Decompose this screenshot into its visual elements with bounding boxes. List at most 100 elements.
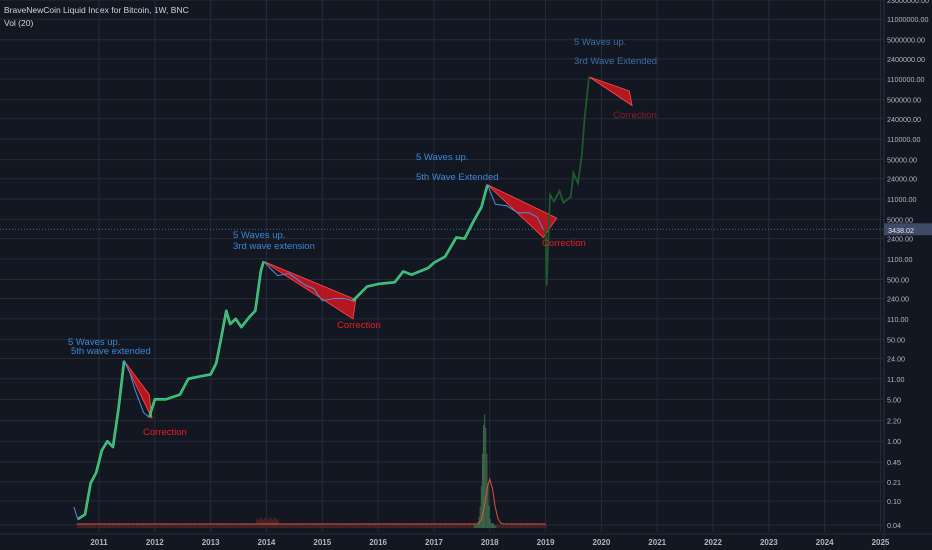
volume-bar bbox=[100, 524, 102, 528]
volume-bar bbox=[282, 525, 284, 528]
volume-bar bbox=[488, 505, 490, 528]
volume-bar bbox=[301, 525, 303, 528]
volume-bar bbox=[241, 523, 243, 528]
volume-bar bbox=[103, 523, 105, 528]
volume-bar bbox=[274, 517, 276, 528]
volume-bar bbox=[222, 523, 224, 528]
volume-bar bbox=[206, 525, 208, 528]
volume-bar bbox=[280, 525, 282, 528]
volume-bar bbox=[534, 523, 536, 528]
volume-bar bbox=[424, 524, 426, 528]
volume-bar bbox=[195, 524, 197, 528]
volume-bar bbox=[318, 525, 320, 528]
volume-bar bbox=[123, 523, 125, 528]
volume-bar bbox=[294, 524, 296, 528]
volume-indicator-label: Vol (20) bbox=[4, 18, 34, 28]
annotations: 5 Waves up.5th wave extendedCorrection5 … bbox=[68, 37, 657, 438]
volume-bar bbox=[154, 524, 156, 528]
volume-bar bbox=[450, 523, 452, 528]
volume-bar bbox=[490, 523, 492, 528]
volume-bar bbox=[125, 525, 127, 528]
volume-bar bbox=[366, 526, 368, 528]
volume-bar bbox=[141, 523, 143, 528]
volume-bar bbox=[161, 523, 163, 528]
volume-bar bbox=[519, 524, 521, 528]
volume-bar bbox=[97, 524, 99, 528]
volume-bar bbox=[203, 523, 205, 528]
volume-bar bbox=[515, 523, 517, 528]
volume-bar bbox=[498, 524, 500, 528]
volume-bar bbox=[418, 525, 420, 528]
volume-bar bbox=[390, 526, 392, 528]
volume-bar bbox=[376, 525, 378, 528]
volume-bar bbox=[229, 526, 231, 528]
volume-bar bbox=[110, 525, 112, 528]
volume-bar bbox=[265, 517, 267, 528]
volume-bar bbox=[152, 524, 154, 528]
y-tick-label: 50.00 bbox=[887, 335, 905, 344]
volume-bar bbox=[172, 526, 174, 528]
volume-bar bbox=[210, 526, 212, 528]
volume-bars bbox=[76, 414, 547, 528]
volume-bar bbox=[383, 523, 385, 528]
volume-bar bbox=[170, 523, 172, 528]
volume-bar bbox=[496, 523, 498, 528]
annotation-label: 5 Waves up. bbox=[574, 37, 626, 48]
volume-bar bbox=[225, 525, 227, 528]
volume-bar bbox=[523, 526, 525, 528]
volume-bar bbox=[307, 523, 309, 528]
volume-bar bbox=[196, 526, 198, 528]
y-tick-label: 2400.00 bbox=[887, 235, 913, 244]
volume-bar bbox=[430, 523, 432, 528]
volume-bar bbox=[517, 524, 519, 528]
volume-bar bbox=[385, 526, 387, 528]
volume-bar bbox=[539, 523, 541, 528]
volume-bar bbox=[389, 524, 391, 528]
volume-bar bbox=[448, 524, 450, 528]
volume-bar bbox=[151, 523, 153, 528]
x-tick-label: 2024 bbox=[816, 538, 834, 547]
volume-bar bbox=[522, 524, 524, 528]
volume-bar bbox=[536, 524, 538, 528]
volume-bar bbox=[308, 524, 310, 528]
volume-bar bbox=[134, 526, 136, 528]
x-tick-label: 2020 bbox=[592, 538, 610, 547]
volume-bar bbox=[317, 523, 319, 528]
volume-bar bbox=[288, 523, 290, 528]
volume-bar bbox=[114, 524, 116, 528]
x-tick-label: 2011 bbox=[90, 538, 108, 547]
volume-bar bbox=[313, 524, 315, 528]
volume-bar bbox=[246, 523, 248, 528]
volume-bar bbox=[345, 523, 347, 528]
volume-bar bbox=[306, 524, 308, 528]
volume-bar bbox=[466, 526, 468, 528]
volume-bar bbox=[459, 523, 461, 528]
volume-bar bbox=[232, 524, 234, 528]
volume-bar bbox=[158, 526, 160, 528]
volume-bar bbox=[270, 518, 272, 528]
volume-bar bbox=[494, 525, 496, 528]
x-tick-label: 2014 bbox=[258, 538, 276, 547]
impulse-wave-3 bbox=[352, 184, 489, 302]
volume-bar bbox=[147, 523, 149, 528]
volume-bar bbox=[477, 521, 479, 528]
y-tick-label: 11.00 bbox=[887, 375, 904, 384]
volume-bar bbox=[138, 524, 140, 528]
volume-bar bbox=[248, 526, 250, 528]
volume-bar bbox=[292, 524, 294, 528]
volume-bar bbox=[340, 523, 342, 528]
volume-bar bbox=[86, 525, 88, 528]
volume-bar bbox=[541, 524, 543, 528]
annotation-label: 5 Waves up. bbox=[68, 337, 120, 348]
volume-bar bbox=[80, 523, 82, 528]
volume-bar bbox=[412, 523, 414, 528]
volume-bar bbox=[250, 523, 252, 528]
volume-bar bbox=[481, 453, 483, 528]
volume-bar bbox=[162, 525, 164, 528]
volume-bar bbox=[349, 524, 351, 528]
annotation-label: Correction bbox=[542, 238, 586, 249]
volume-bar bbox=[165, 523, 167, 528]
volume-bar bbox=[411, 523, 413, 528]
